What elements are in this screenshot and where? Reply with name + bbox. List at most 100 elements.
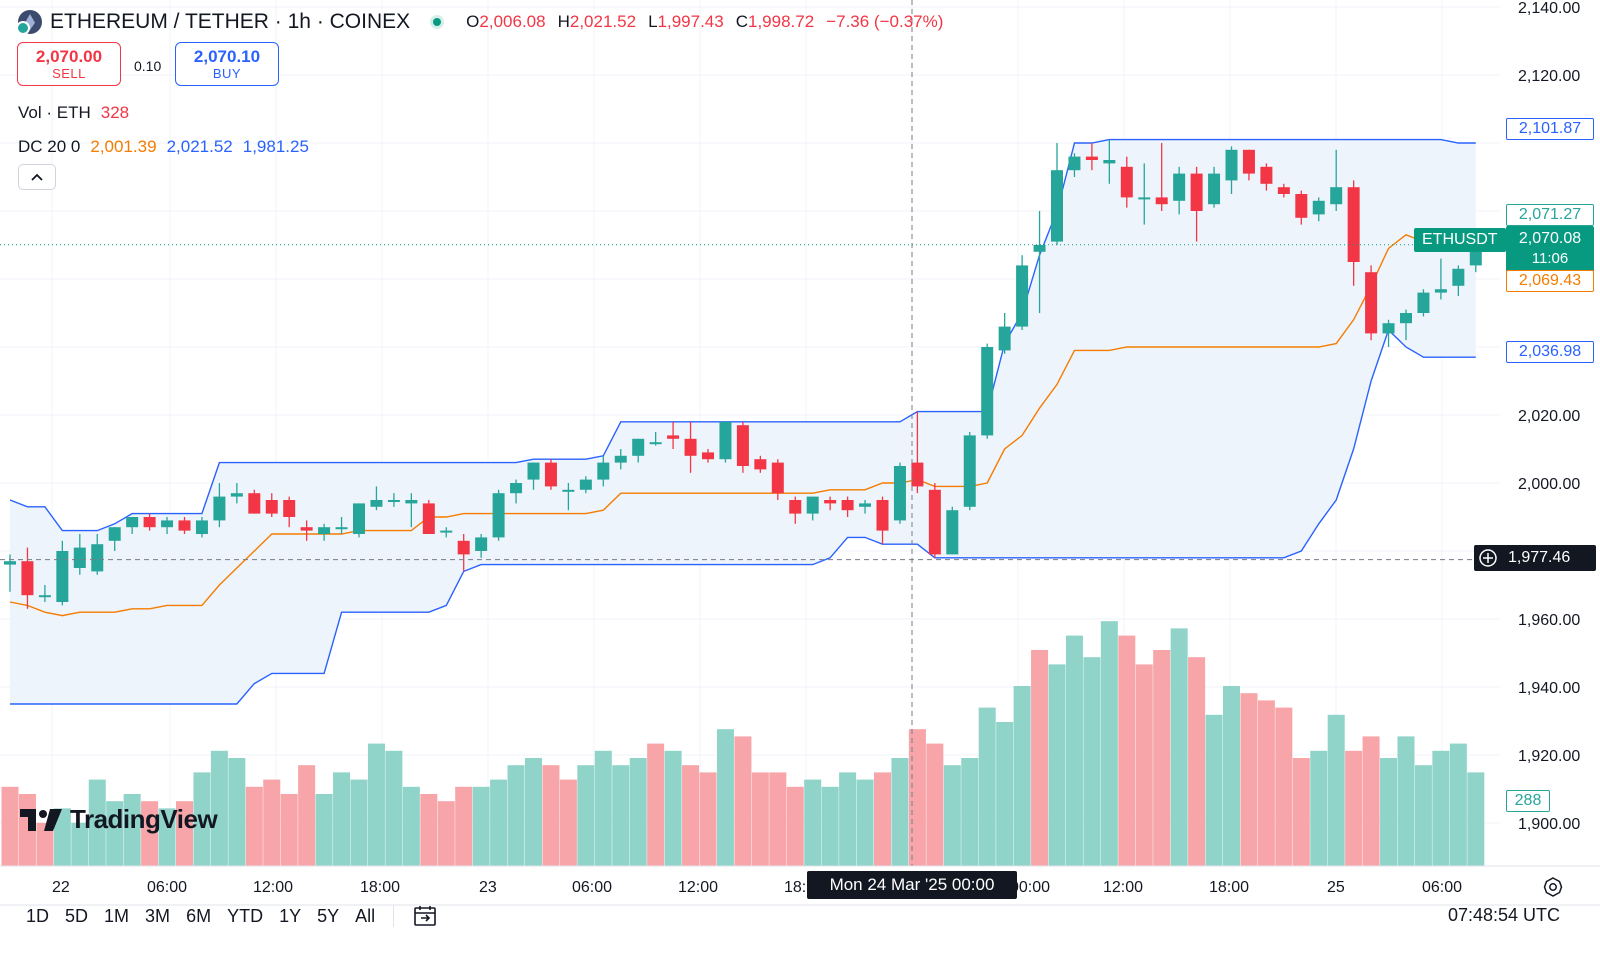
candle-body	[824, 500, 837, 504]
settings-gear-icon[interactable]	[1542, 876, 1564, 898]
volume-bar	[821, 786, 839, 866]
volume-bar	[1292, 758, 1310, 866]
candle-body	[928, 489, 941, 555]
date-range-calendar-icon[interactable]	[412, 904, 438, 928]
volume-legend[interactable]: Vol · ETH 328	[18, 103, 129, 123]
range-all-button[interactable]: All	[355, 905, 376, 926]
candle-body	[510, 483, 523, 494]
volume-bar	[280, 794, 298, 866]
candle-body	[38, 595, 51, 598]
candle-body	[335, 527, 348, 530]
time-label: 12:00	[253, 879, 294, 896]
tradingview-logo[interactable]: TradingView	[20, 804, 218, 835]
time-label: 12:00	[678, 879, 719, 896]
candle-body	[161, 520, 174, 528]
volume-bar	[629, 758, 647, 866]
candle-body	[614, 455, 627, 463]
volume-bar	[158, 808, 176, 866]
spread-value: 0.10	[134, 58, 162, 74]
range-1m-button[interactable]: 1M	[104, 905, 130, 926]
candle-body	[353, 503, 365, 534]
range-6m-button[interactable]: 6M	[186, 905, 212, 926]
volume-legend-value: 328	[100, 103, 130, 122]
close-label: C	[735, 12, 748, 31]
time-label: 18:00	[360, 879, 401, 896]
volume-bar	[123, 794, 141, 866]
candle-body	[405, 500, 418, 504]
range-ytd-button[interactable]: YTD	[227, 905, 264, 926]
candle-body	[876, 500, 889, 531]
range-5d-button[interactable]: 5D	[65, 905, 89, 926]
time-label: 18:	[784, 879, 807, 896]
volume-bar	[908, 729, 926, 866]
volume-bar	[577, 765, 595, 866]
donchian-middle-line	[9, 234, 1476, 617]
tradingview-mark-icon	[20, 808, 62, 831]
candle-body	[1330, 187, 1343, 205]
volume-bar	[1170, 628, 1188, 866]
utc-clock[interactable]: 07:48:54 UTC	[1447, 905, 1560, 925]
range-1d-button[interactable]: 1D	[26, 905, 50, 926]
candle-body	[230, 493, 243, 497]
volume-bar	[193, 772, 211, 866]
candle-body	[248, 493, 261, 514]
symbol-title[interactable]: ETHEREUM / TETHER · 1h · COINEX	[50, 10, 411, 33]
volume-bar	[1100, 621, 1118, 866]
candle-body	[318, 527, 331, 534]
volume-bar	[1362, 736, 1380, 866]
volume-bar	[734, 736, 752, 866]
volume-bar	[1257, 700, 1275, 866]
range-3m-button[interactable]: 3M	[145, 905, 171, 926]
volume-bar	[71, 822, 89, 866]
volume-bar	[1432, 750, 1450, 866]
volume-bar	[176, 801, 193, 866]
volume-bar	[402, 786, 420, 866]
bar-countdown: 11:06	[1531, 250, 1569, 267]
crosshair-price-tag[interactable]: 1,977.46	[1474, 545, 1596, 571]
candle-body	[1260, 166, 1273, 184]
candle-body	[1016, 265, 1029, 327]
volume-bar	[490, 779, 508, 866]
collapse-legend-button[interactable]	[18, 164, 56, 190]
donchian-legend-mid: 2,001.39	[90, 137, 157, 156]
candle-body	[1208, 173, 1221, 205]
candle-body	[789, 500, 802, 514]
candle-body	[300, 527, 313, 531]
low-value: 1,997.43	[657, 12, 724, 31]
price-tick-label: 1,920.00	[1518, 748, 1580, 765]
candle-body	[1434, 289, 1447, 293]
market-status-icon[interactable]	[430, 15, 445, 29]
candle-body	[1051, 170, 1063, 242]
candle-body	[998, 326, 1011, 351]
close-value: 1,998.72	[748, 12, 815, 31]
candle-body	[562, 489, 575, 492]
volume-bar	[1083, 657, 1101, 866]
candle-body	[1120, 166, 1133, 198]
volume-bar	[36, 822, 54, 866]
candle-body	[1138, 197, 1151, 200]
high-value: 2,021.52	[569, 12, 637, 31]
time-label: 25	[1327, 879, 1345, 896]
sell-button[interactable]: 2,070.00 SELL	[17, 42, 121, 86]
volume-bar	[141, 801, 159, 866]
add-plus-icon[interactable]	[1478, 548, 1498, 568]
candle-body	[771, 462, 784, 494]
dc-upper-price-tag: 2,101.87	[1506, 118, 1594, 140]
volume-bar	[1188, 657, 1206, 866]
dc-middle-price-tag: 2,069.43	[1506, 270, 1594, 292]
donchian-legend[interactable]: DC 20 0 2,001.39 2,021.52 1,981.25	[18, 137, 309, 157]
candle-body	[1295, 194, 1308, 218]
candle-body	[1225, 149, 1238, 181]
candle-body	[21, 561, 34, 596]
ohlc-legend: O 2,006.08 H 2,021.52 L 1,997.43 C 1,998…	[466, 12, 955, 32]
range-5y-button[interactable]: 5Y	[317, 905, 340, 926]
chevron-up-icon	[31, 173, 43, 181]
buy-button[interactable]: 2,070.10 BUY	[175, 42, 279, 86]
volume-bar	[210, 750, 228, 866]
time-label: 22	[52, 879, 70, 896]
candle-body	[946, 510, 959, 555]
volume-bar	[298, 765, 316, 866]
range-1y-button[interactable]: 1Y	[279, 905, 302, 926]
time-label: 12:00	[1103, 879, 1144, 896]
